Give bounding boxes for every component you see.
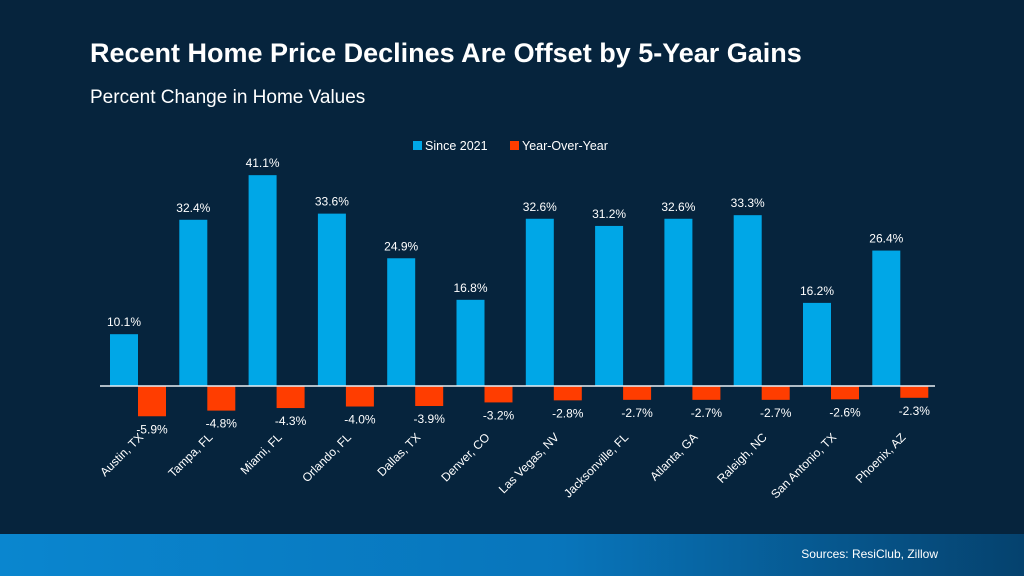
data-label-1-5: -3.2% bbox=[483, 408, 515, 422]
bar-0-8 bbox=[664, 218, 693, 386]
bar-0-9 bbox=[733, 215, 762, 386]
bar-1-3 bbox=[345, 386, 374, 407]
data-label-1-10: -2.6% bbox=[829, 405, 861, 419]
bar-1-1 bbox=[207, 386, 236, 411]
bar-0-0 bbox=[110, 334, 138, 386]
legend-swatch-0 bbox=[413, 141, 422, 150]
data-label-0-3: 33.6% bbox=[315, 195, 349, 209]
bar-0-3 bbox=[317, 213, 346, 386]
x-tick-label-9: Raleigh, NC bbox=[714, 430, 770, 486]
bar-0-2 bbox=[248, 175, 277, 386]
x-tick-label-6: Las Vegas, NV bbox=[496, 430, 562, 496]
data-label-0-8: 32.6% bbox=[661, 200, 695, 214]
data-label-0-1: 32.4% bbox=[176, 201, 210, 215]
bar-0-1 bbox=[179, 219, 208, 386]
bar-1-0 bbox=[138, 386, 166, 417]
data-label-0-2: 41.1% bbox=[246, 156, 280, 170]
x-tick-label-3: Orlando, FL bbox=[299, 430, 354, 485]
data-label-0-7: 31.2% bbox=[592, 207, 626, 221]
x-tick-label-11: Phoenix, AZ bbox=[853, 430, 909, 486]
x-tick-label-8: Atlanta, GA bbox=[647, 430, 700, 483]
data-label-1-8: -2.7% bbox=[691, 406, 723, 420]
bar-1-7 bbox=[623, 386, 652, 400]
legend-swatch-1 bbox=[510, 141, 519, 150]
data-label-0-4: 24.9% bbox=[384, 239, 418, 253]
bar-0-7 bbox=[595, 225, 624, 386]
x-tick-label-7: Jacksonville, FL bbox=[561, 430, 631, 500]
footer-band: Sources: ResiClub, Zillow bbox=[0, 534, 1024, 576]
x-tick-label-4: Dallas, TX bbox=[374, 430, 423, 479]
legend-label-0: Since 2021 bbox=[425, 139, 488, 153]
bar-1-2 bbox=[276, 386, 305, 409]
x-tick-label-10: San Antonio, TX bbox=[768, 430, 839, 501]
bar-0-10 bbox=[803, 302, 831, 386]
chart-title: Recent Home Price Declines Are Offset by… bbox=[90, 38, 802, 68]
x-tick-label-5: Denver, CO bbox=[438, 430, 492, 484]
x-tick-label-1: Tampa, FL bbox=[165, 430, 215, 480]
source-note: Sources: ResiClub, Zillow bbox=[801, 547, 938, 561]
data-label-1-2: -4.3% bbox=[275, 414, 307, 428]
bar-1-9 bbox=[761, 386, 790, 400]
data-label-1-7: -2.7% bbox=[621, 406, 653, 420]
bar-1-5 bbox=[484, 386, 513, 403]
bar-1-10 bbox=[831, 386, 859, 400]
legend-label-1: Year-Over-Year bbox=[522, 139, 608, 153]
bar-1-8 bbox=[692, 386, 721, 400]
data-label-0-6: 32.6% bbox=[523, 200, 557, 214]
data-label-0-11: 26.4% bbox=[869, 232, 903, 246]
bar-0-4 bbox=[387, 258, 416, 386]
bar-0-11 bbox=[872, 250, 901, 386]
data-label-0-5: 16.8% bbox=[453, 281, 487, 295]
bar-0-5 bbox=[456, 299, 485, 386]
x-tick-label-0: Austin, TX bbox=[97, 430, 146, 479]
data-label-1-1: -4.8% bbox=[206, 417, 238, 431]
data-label-1-3: -4.0% bbox=[344, 413, 376, 427]
data-label-0-0: 10.1% bbox=[107, 315, 141, 329]
bar-1-6 bbox=[553, 386, 582, 401]
bar-1-4 bbox=[415, 386, 444, 407]
x-tick-label-2: Miami, FL bbox=[238, 430, 285, 477]
data-label-1-9: -2.7% bbox=[760, 406, 792, 420]
data-label-1-6: -2.8% bbox=[552, 406, 584, 420]
data-label-0-9: 33.3% bbox=[731, 196, 765, 210]
data-label-1-0: -5.9% bbox=[136, 422, 168, 436]
data-label-1-11: -2.3% bbox=[899, 404, 931, 418]
data-label-0-10: 16.2% bbox=[800, 284, 834, 298]
data-label-1-4: -3.9% bbox=[414, 412, 446, 426]
bar-1-11 bbox=[900, 386, 929, 398]
chart-subtitle: Percent Change in Home Values bbox=[90, 87, 366, 108]
bar-0-6 bbox=[525, 218, 554, 386]
